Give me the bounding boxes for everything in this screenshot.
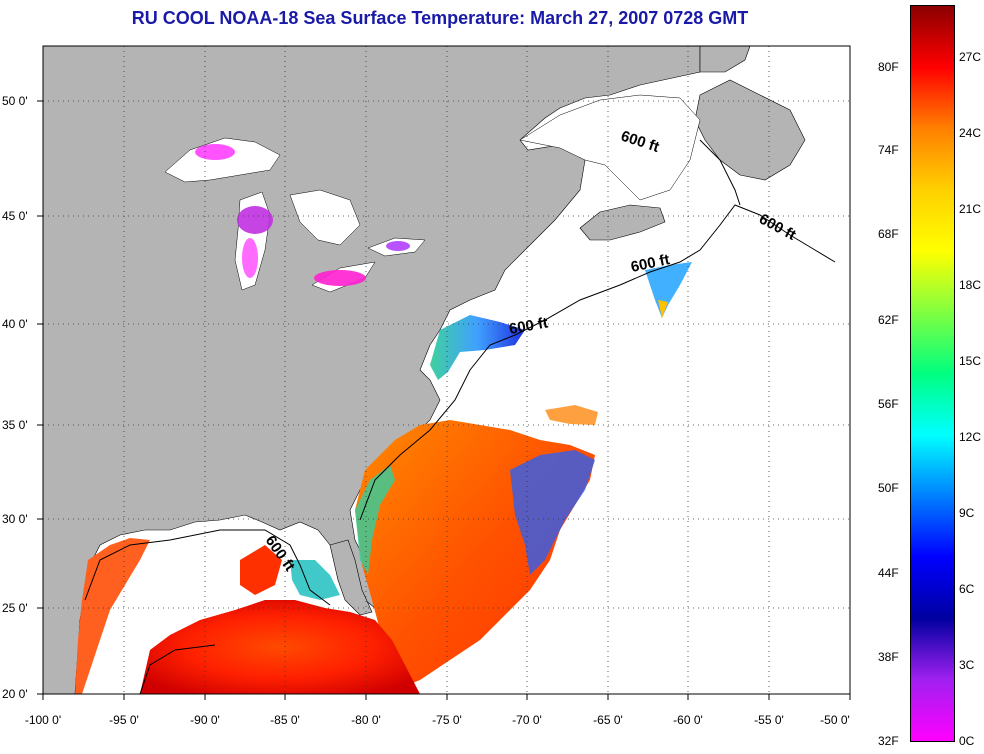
colorbar-f-68: 68F xyxy=(878,227,899,241)
graticule xyxy=(43,46,850,694)
colorbar-f-38: 38F xyxy=(878,650,899,664)
sst-patch-offshore xyxy=(545,405,598,425)
lat-label-35: 35 0' xyxy=(2,418,28,432)
sst-gulf-of-mexico xyxy=(140,600,420,694)
colorbar-c-12: 12C xyxy=(959,430,982,444)
colorbar-f-74: 74F xyxy=(878,143,899,157)
lon-label-60: -60 0' xyxy=(673,713,703,727)
map-title: RU COOL NOAA-18 Sea Surface Temperature:… xyxy=(131,8,749,28)
st-lawrence xyxy=(519,94,701,201)
colorbar-c-9: 9C xyxy=(959,506,975,520)
sst-patch-michigan xyxy=(237,206,273,234)
lat-label-50: 50 0' xyxy=(2,94,28,108)
sst-gulf-stream-cool-edge xyxy=(355,465,395,575)
lon-label-100: -100 0' xyxy=(25,713,61,727)
sst-patch-superior xyxy=(195,144,235,160)
land-florida xyxy=(329,539,373,616)
sst-loop-current xyxy=(240,545,282,595)
colorbar-f-32: 32F xyxy=(878,734,899,748)
colorbar-c-0: 0C xyxy=(959,734,975,748)
colorbar-f-80: 80F xyxy=(878,60,899,74)
lon-label-80: -80 0' xyxy=(351,713,381,727)
colorbar-c-18: 18C xyxy=(959,278,982,292)
isobath-600ft-lines xyxy=(84,139,836,695)
colorbar-c-21: 21C xyxy=(959,202,982,216)
lake-superior xyxy=(164,137,281,183)
sst-outer-cool-edge xyxy=(510,450,595,575)
sst-patch-michigan-south xyxy=(242,238,258,278)
lat-label-20: 20 0' xyxy=(2,687,28,701)
lat-label-40: 40 0' xyxy=(2,317,28,331)
colorbar-f-44: 44F xyxy=(878,566,899,580)
lon-label-65: -65 0' xyxy=(593,713,623,727)
colorbar-c-24: 24C xyxy=(959,126,982,140)
sst-patch-erie xyxy=(314,270,366,286)
lat-label-45: 45 0' xyxy=(2,209,28,223)
lon-label-95: -95 0' xyxy=(109,713,139,727)
colorbar-f-50: 50F xyxy=(878,481,899,495)
lon-label-85: -85 0' xyxy=(270,713,300,727)
lon-label-50: -50 0' xyxy=(820,713,850,727)
lon-label-70: -70 0' xyxy=(512,713,542,727)
lake-huron xyxy=(289,189,361,246)
lat-label-25: 25 0' xyxy=(2,601,28,615)
tick-marks xyxy=(37,100,851,700)
sst-patch-scotian xyxy=(645,262,692,318)
colorbar-c-3: 3C xyxy=(959,658,975,672)
colorbar-c-6: 6C xyxy=(959,582,975,596)
land-newfoundland xyxy=(694,79,806,181)
lon-label-75: -75 0' xyxy=(432,713,462,727)
temperature-colorbar xyxy=(910,5,955,742)
lat-label-30: 30 0' xyxy=(2,512,28,526)
lon-label-90: -90 0' xyxy=(190,713,220,727)
isobath-label-new-jersey: 600 ft xyxy=(508,314,550,338)
colorbar-c-15: 15C xyxy=(959,354,982,368)
colorbar-c-27: 27C xyxy=(959,50,982,64)
sst-patch-ontario xyxy=(386,241,410,251)
sst-patch-scotian-warm xyxy=(658,300,668,318)
sst-patch-mid-atlantic-shelf xyxy=(430,315,525,380)
land-nova-scotia xyxy=(579,204,666,241)
lon-label-55: -55 0' xyxy=(754,713,784,727)
colorbar-f-62: 62F xyxy=(878,313,899,327)
colorbar-f-56: 56F xyxy=(878,397,899,411)
